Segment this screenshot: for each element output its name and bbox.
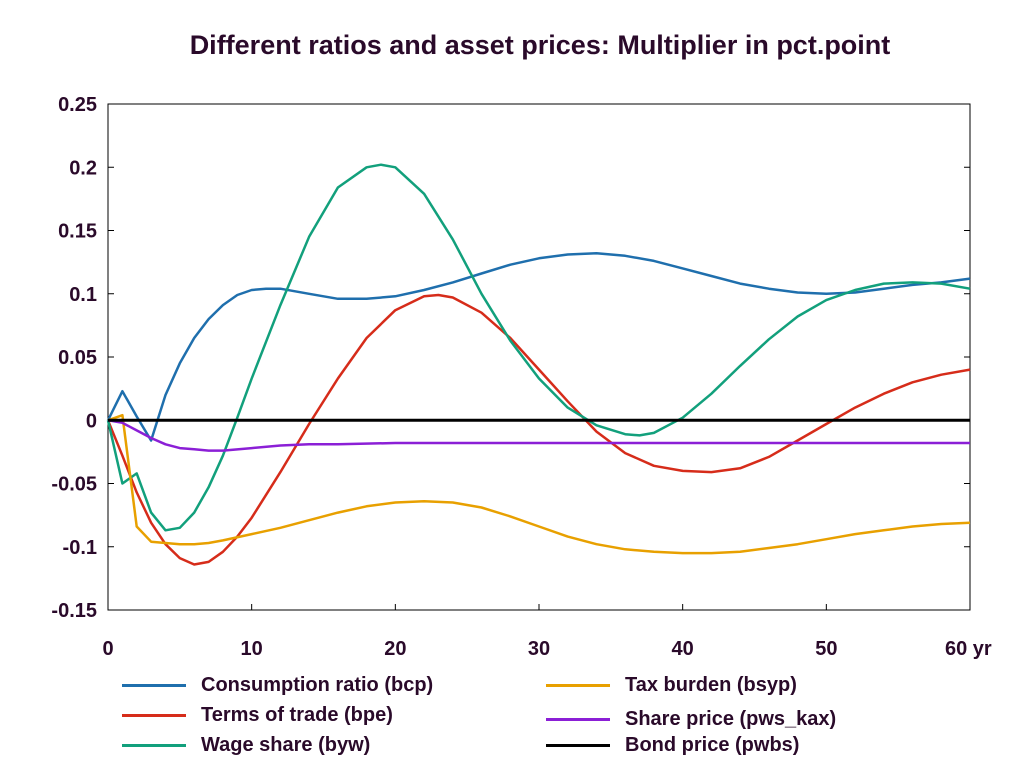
- y-tick-label: 0.25: [58, 94, 97, 116]
- y-tick-label: -0.05: [51, 474, 97, 496]
- y-tick-label: 0.15: [58, 221, 97, 243]
- x-tick-label: 10: [241, 638, 263, 660]
- series-lines: [106, 163, 971, 566]
- axis-ticks: -0.15 -0.1 -0.05 0 0.05 0.1 0.15 0.2 0.25 0 10 20 30…: [51, 94, 992, 660]
- x-tick-label: 0: [102, 638, 113, 660]
- x-tick-label: 60 yr: [945, 638, 992, 660]
- series-line-tax-burden: [107, 413, 971, 555]
- x-tick-label: 40: [672, 638, 694, 660]
- series-line-terms-of-trade: [106, 293, 971, 566]
- series-line-share-price: [107, 419, 970, 452]
- x-tick-label: 20: [384, 638, 406, 660]
- y-tick-label: 0.2: [69, 157, 97, 179]
- y-tick-label: -0.15: [51, 600, 97, 622]
- y-tick-label: 0.05: [58, 347, 97, 369]
- chart-title: Different ratios and asset prices: Multi…: [189, 30, 891, 60]
- series-line-wage-share: [106, 163, 971, 532]
- plot-area-border: [107, 103, 971, 611]
- series-line-consumption-ratio: [106, 252, 971, 442]
- x-tick-label: 30: [528, 638, 550, 660]
- y-tick-label: 0: [86, 410, 97, 432]
- y-tick-label: -0.1: [63, 537, 97, 559]
- y-tick-label: 0.1: [69, 284, 97, 306]
- plot-frame: [107, 103, 971, 611]
- x-tick-label: 50: [815, 638, 837, 660]
